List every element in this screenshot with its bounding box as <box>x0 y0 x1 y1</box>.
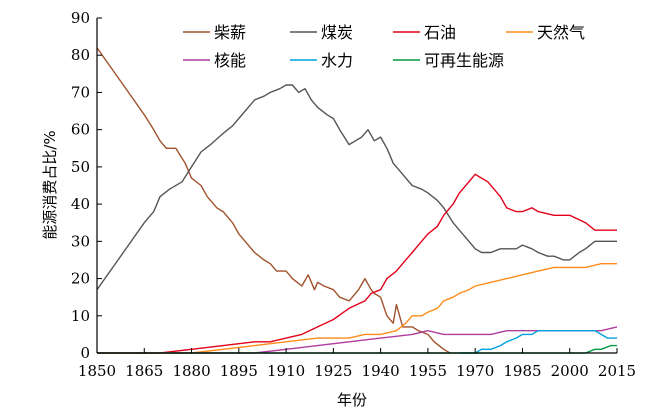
x-tick-label: 1940 <box>362 362 400 380</box>
legend-label-1: 煤炭 <box>321 23 353 42</box>
x-tick-label: 1985 <box>503 362 541 380</box>
axes: 0 10 20 30 40 50 60 70 80 90 1850 1865 1880 1895 1910 1… <box>71 9 636 380</box>
x-tick-label: 1880 <box>172 362 210 380</box>
y-tick-label: 30 <box>71 232 90 250</box>
y-tick-label: 10 <box>71 307 90 325</box>
series-line-5 <box>459 330 617 354</box>
series-line-1 <box>96 84 617 291</box>
x-tick-label: 1970 <box>456 362 494 380</box>
series-line-3 <box>97 263 617 354</box>
x-axis-title: 年份 <box>337 391 367 409</box>
y-tick-label: 50 <box>71 158 90 176</box>
x-tick-label: 2000 <box>551 362 589 380</box>
y-axis-title: 能源消费占比/% <box>41 130 59 239</box>
legend-label-2: 石油 <box>424 23 456 42</box>
legend-label-6: 可再生能源 <box>424 51 504 70</box>
y-tick-label: 70 <box>71 83 90 101</box>
plot-area <box>96 47 618 354</box>
y-tick-label: 0 <box>80 344 90 362</box>
legend-label-0: 柴薪 <box>214 23 246 42</box>
x-tick-label: 1925 <box>314 362 352 380</box>
series-line-0 <box>96 47 451 354</box>
y-tick-label: 80 <box>71 46 90 64</box>
x-tick-label: 1910 <box>267 362 305 380</box>
y-tick-label: 20 <box>71 270 90 288</box>
legend-label-4: 核能 <box>214 51 246 70</box>
x-tick-label: 1955 <box>409 362 447 380</box>
x-tick-label: 2015 <box>598 362 636 380</box>
y-tick-label: 40 <box>71 195 90 213</box>
x-tick-label: 1865 <box>125 362 163 380</box>
series-line-2 <box>97 173 617 354</box>
x-tick-label: 1850 <box>78 362 116 380</box>
y-tick-label: 60 <box>71 121 90 139</box>
legend-label-5: 水力 <box>321 51 353 70</box>
y-tick-label: 90 <box>71 9 90 27</box>
legend-label-3: 天然气 <box>537 23 585 42</box>
x-tick-label: 1895 <box>220 362 258 380</box>
